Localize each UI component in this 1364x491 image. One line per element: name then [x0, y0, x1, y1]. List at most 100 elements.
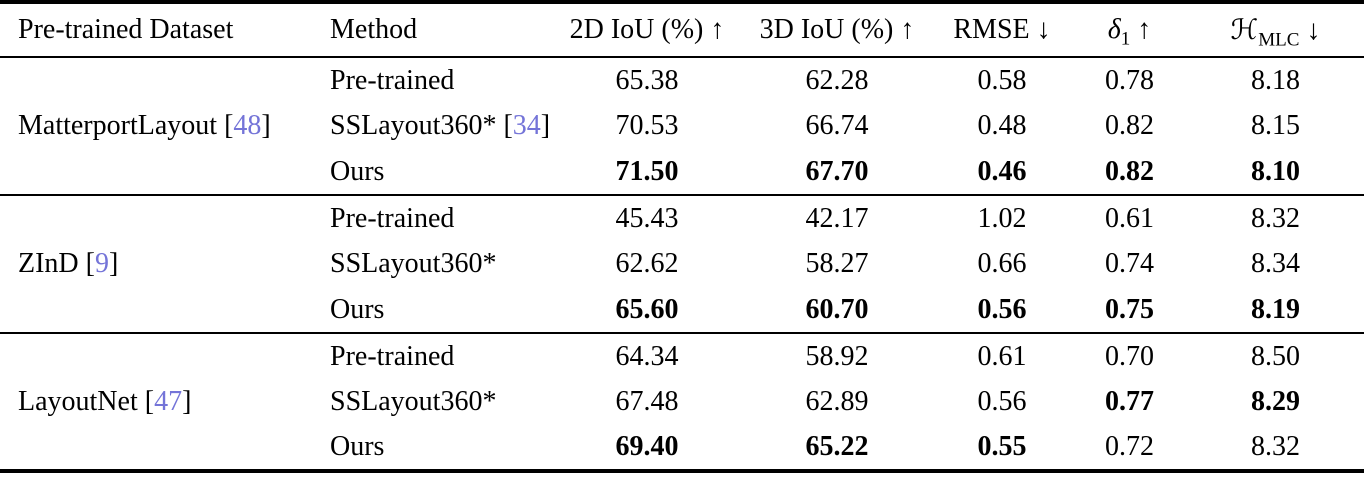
- value-cell: 0.58: [977, 64, 1027, 96]
- table-row: LayoutNet [47] Pre-trained 64.34 58.92 0.61 0…: [0, 333, 1364, 417]
- citation-bracket: ]: [261, 110, 271, 141]
- col-header-dataset-label: Pre-trained Dataset: [18, 14, 234, 45]
- value-cell: 8.34: [1251, 248, 1300, 279]
- table-header: Pre-trained Dataset Method 2D IoU (%) ↑ 3…: [0, 2, 1364, 57]
- value-cell: 8.29: [1251, 386, 1300, 417]
- col-header-delta-symbol: δ: [1107, 14, 1121, 45]
- method-name: Pre-trained: [330, 64, 455, 96]
- col-header-hmlc-subscript: MLC: [1258, 29, 1300, 51]
- col-header-hmlc: ℋMLC ↓: [1187, 2, 1364, 57]
- value-cell: 62.62: [615, 248, 679, 279]
- value-cell: 0.75: [1105, 293, 1154, 325]
- value-cell: 0.77: [1105, 386, 1154, 417]
- value-cell: 8.19: [1251, 293, 1300, 325]
- value-cell: 0.74: [1105, 248, 1154, 279]
- value-cell: 0.61: [1105, 202, 1154, 234]
- citation-link[interactable]: 9: [94, 248, 109, 279]
- value-cell: 8.32: [1251, 431, 1300, 462]
- value-cell: 65.60: [615, 293, 679, 325]
- method-cell: SSLayout360*: [312, 241, 552, 287]
- method-cell: Ours: [312, 425, 552, 471]
- dataset-group: MatterportLayout [48] Pre-trained 65.38 62.…: [0, 57, 1364, 195]
- citation-link[interactable]: 47: [154, 385, 183, 417]
- value-cell: 0.82: [1105, 110, 1154, 141]
- value-cell: 0.61: [977, 340, 1027, 372]
- up-arrow-icon: ↑: [900, 14, 915, 45]
- method-name: Ours: [330, 293, 385, 325]
- value-cell: 71.50: [615, 155, 679, 187]
- table-row: SSLayout360* 67.48 62.89 0.56 0.77 8.29: [0, 379, 1364, 425]
- dataset-name: ZInD: [18, 248, 79, 279]
- header-row: Pre-trained Dataset Method 2D IoU (%) ↑ 3…: [0, 2, 1364, 57]
- citation-bracket: [: [496, 110, 513, 141]
- value-cell: 64.34: [615, 340, 679, 372]
- dataset-group: ZInD [9] Pre-trained 45.43 42.17 1.02 0.61 8.3…: [0, 195, 1364, 333]
- value-cell: 0.46: [977, 155, 1027, 187]
- value-cell: 0.56: [977, 293, 1027, 325]
- method-cell: Pre-trained: [312, 195, 552, 241]
- down-arrow-icon: ↓: [1306, 15, 1321, 46]
- value-cell: 62.28: [805, 64, 869, 96]
- value-cell: 0.56: [977, 386, 1027, 417]
- value-cell: 8.15: [1251, 110, 1300, 141]
- value-cell: 66.74: [805, 110, 869, 141]
- citation-bracket: [: [78, 248, 95, 279]
- method-name: Pre-trained: [330, 340, 455, 372]
- value-cell: 65.22: [805, 431, 869, 462]
- table-row: ZInD [9] Pre-trained 45.43 42.17 1.02 0.61 8.3…: [0, 195, 1364, 280]
- dataset-group: LayoutNet [47] Pre-trained 64.34 58.92 0.61 0…: [0, 333, 1364, 471]
- col-header-rmse: RMSE ↓: [932, 2, 1072, 57]
- col-header-3d-iou: 3D IoU (%) ↑: [742, 2, 932, 57]
- results-table: Pre-trained Dataset Method 2D IoU (%) ↑ 3…: [0, 0, 1364, 473]
- value-cell: 60.70: [805, 293, 869, 325]
- value-cell: 58.27: [805, 248, 869, 279]
- value-cell: 67.70: [805, 155, 869, 187]
- method-name: Pre-trained: [330, 202, 455, 234]
- col-header-3d-iou-label: 3D IoU (%): [759, 14, 894, 45]
- value-cell: 70.53: [615, 110, 679, 141]
- value-cell: 58.92: [805, 340, 869, 372]
- method-name: SSLayout360*: [330, 386, 497, 417]
- method-name: SSLayout360*: [330, 248, 497, 279]
- up-arrow-icon: ↑: [1137, 14, 1152, 45]
- value-cell: 8.50: [1251, 340, 1300, 372]
- value-cell: 0.72: [1105, 431, 1154, 462]
- value-cell: 8.18: [1251, 64, 1300, 96]
- citation-bracket: ]: [108, 248, 119, 279]
- method-cell: Pre-trained: [312, 57, 552, 103]
- citation-link[interactable]: 48: [233, 110, 262, 141]
- table-row: Ours 71.50 67.70 0.46 0.82 8.10: [0, 149, 1364, 195]
- col-header-2d-iou: 2D IoU (%) ↑: [552, 2, 742, 57]
- method-cell: SSLayout360* [34]: [312, 103, 552, 149]
- value-cell: 8.10: [1251, 155, 1300, 187]
- col-header-2d-iou-label: 2D IoU (%): [569, 14, 704, 45]
- value-cell: 65.38: [615, 64, 679, 96]
- value-cell: 0.78: [1105, 64, 1154, 96]
- citation-bracket: [: [137, 385, 155, 417]
- value-cell: 0.66: [977, 248, 1027, 279]
- table-row: MatterportLayout [48] Pre-trained 65.38 62.…: [0, 57, 1364, 142]
- col-header-method: Method: [312, 2, 552, 57]
- method-name: Ours: [330, 155, 385, 187]
- citation-bracket: ]: [540, 110, 551, 141]
- table-row: SSLayout360* [34] 70.53 66.74 0.48 0.82 8.15: [0, 103, 1364, 149]
- value-cell: 69.40: [615, 431, 679, 462]
- value-cell: 0.55: [977, 431, 1027, 462]
- table-row: Ours 69.40 65.22 0.55 0.72 8.32: [0, 425, 1364, 471]
- value-cell: 62.89: [805, 386, 869, 417]
- citation-link[interactable]: 34: [512, 110, 541, 141]
- value-cell: 8.32: [1251, 202, 1300, 234]
- value-cell: 0.70: [1105, 340, 1154, 372]
- down-arrow-icon: ↓: [1036, 14, 1051, 45]
- col-header-hmlc-symbol: ℋ: [1230, 15, 1259, 46]
- value-cell: 67.48: [615, 386, 679, 417]
- col-header-method-label: Method: [330, 14, 418, 45]
- value-cell: 1.02: [977, 202, 1027, 234]
- method-cell: Ours: [312, 149, 552, 195]
- method-cell: Ours: [312, 287, 552, 333]
- method-cell: SSLayout360*: [312, 379, 552, 425]
- dataset-name: MatterportLayout: [18, 110, 218, 141]
- value-cell: 0.48: [977, 110, 1027, 141]
- dataset-cell: ZInD [9]: [0, 195, 312, 333]
